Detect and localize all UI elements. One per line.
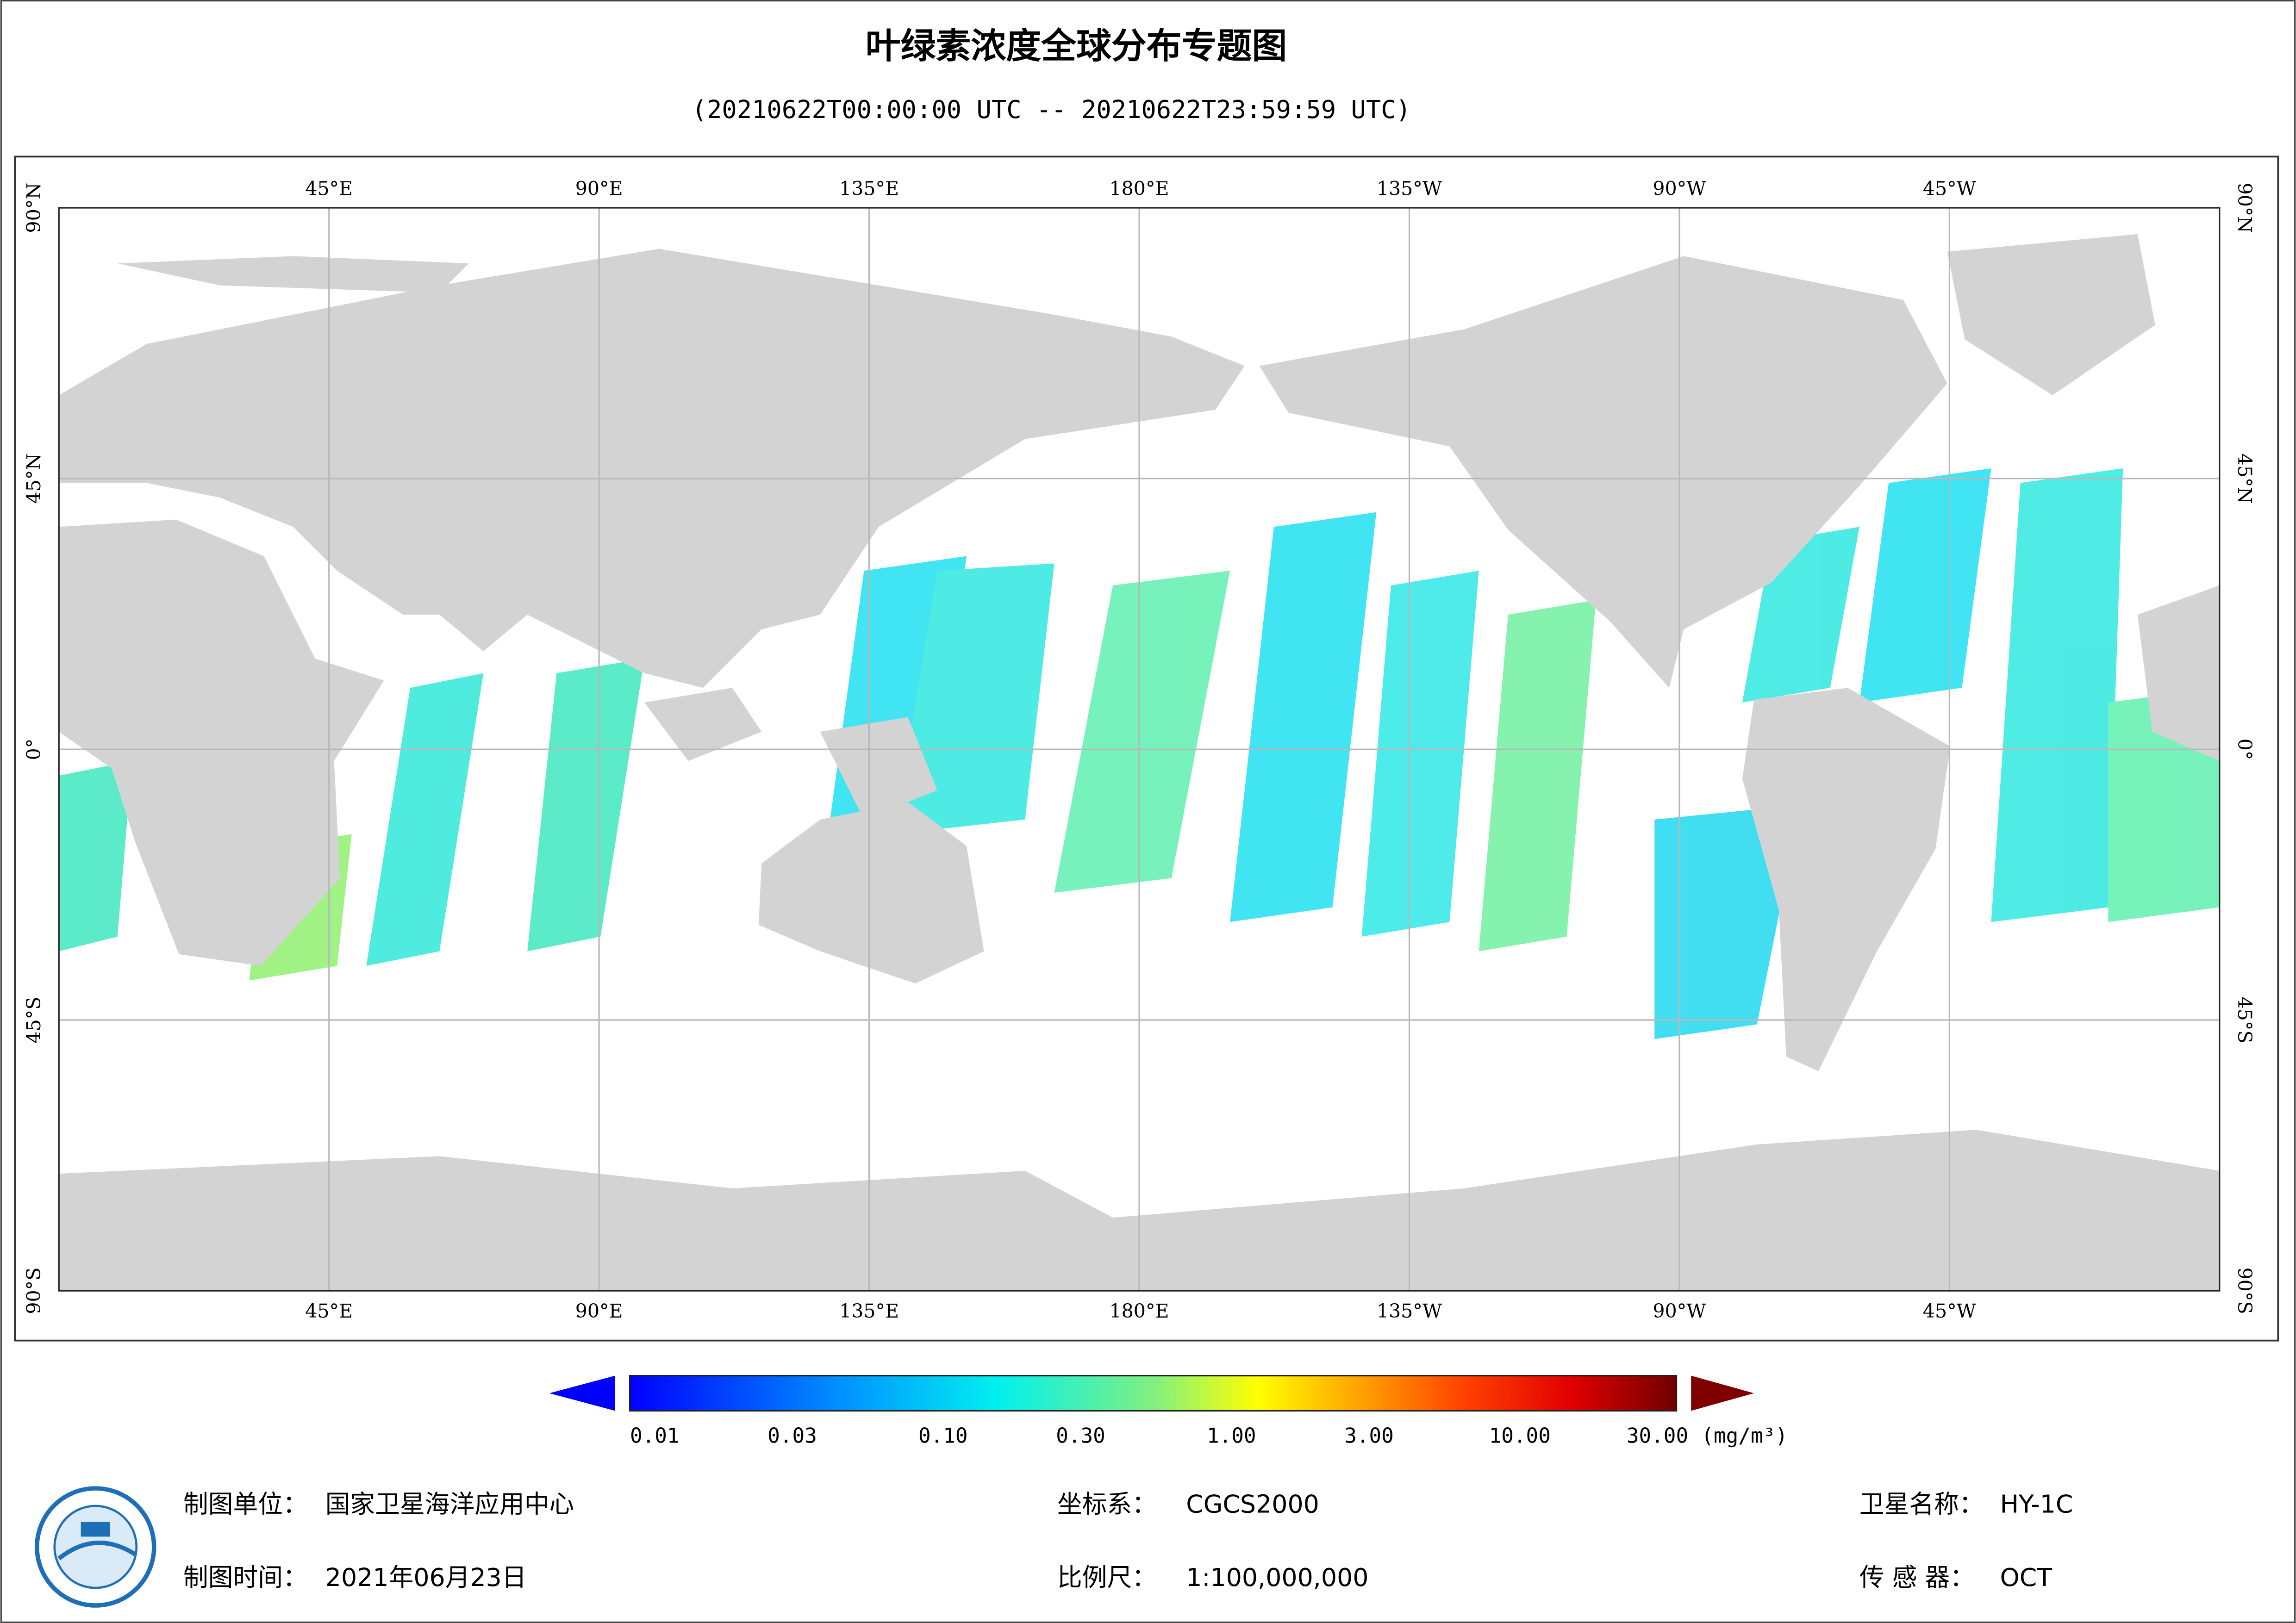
colorbar-low-arrow bbox=[549, 1375, 615, 1411]
lat-label-left: 45°N bbox=[23, 454, 45, 504]
subtitle: (20210622T00:00:00 UTC -- 20210622T23:59… bbox=[692, 95, 1411, 124]
footer-label: 比例尺： bbox=[1057, 1563, 1157, 1592]
footer-label: 卫星名称： bbox=[1859, 1490, 1984, 1519]
lat-label-right: 45°S bbox=[2234, 997, 2256, 1044]
lon-label-top: 135°E bbox=[839, 178, 899, 200]
colorbar-tick-label: 0.03 bbox=[767, 1424, 817, 1448]
footer-value: 1:100,000,000 bbox=[1186, 1563, 1368, 1592]
lat-label-right: 0° bbox=[2234, 739, 2256, 760]
logo bbox=[35, 1486, 156, 1608]
lon-label-bottom: 180°E bbox=[1110, 1300, 1169, 1322]
footer-value: OCT bbox=[2000, 1563, 2052, 1592]
footer-value: HY-1C bbox=[2000, 1490, 2073, 1519]
lon-label-bottom: 135°W bbox=[1377, 1300, 1442, 1322]
footer-value: CGCS2000 bbox=[1186, 1490, 1319, 1519]
colorbar-tick-label: 1.00 bbox=[1207, 1424, 1256, 1448]
map-frame bbox=[58, 207, 2221, 1292]
lon-label-top: 135°W bbox=[1377, 178, 1442, 200]
colorbar-tick-label: 3.00 bbox=[1344, 1424, 1394, 1448]
colorbar bbox=[549, 1374, 1754, 1412]
colorbar-tick-label: 0.01 bbox=[630, 1424, 680, 1448]
colorbar-bar bbox=[629, 1374, 1678, 1412]
lon-label-bottom: 45°E bbox=[305, 1300, 353, 1322]
lon-label-top: 90°W bbox=[1653, 178, 1706, 200]
lat-label-left: 45°S bbox=[23, 997, 45, 1044]
colorbar-tick-label: 30.00 bbox=[1627, 1424, 1688, 1448]
graticule: 45°E 45°E 90°E 90°E 135°E 135°E 180°E 180°E 135°… bbox=[23, 178, 2256, 1322]
lat-label-right: 90°S bbox=[2234, 1268, 2256, 1314]
footer-label: 传 感 器： bbox=[1859, 1563, 1975, 1592]
lon-label-top: 180°E bbox=[1110, 178, 1169, 200]
colorbar-tick-label: 0.10 bbox=[918, 1424, 968, 1448]
lat-label-right: 90°N bbox=[2234, 183, 2256, 233]
lat-label-left: 90°N bbox=[23, 183, 45, 233]
footer-value: 国家卫星海洋应用中心 bbox=[325, 1490, 574, 1519]
footer-label: 制图时间： bbox=[183, 1563, 308, 1592]
lon-label-top: 90°E bbox=[575, 178, 623, 200]
colorbar-unit: (mg/m³) bbox=[1701, 1424, 1788, 1448]
lon-label-bottom: 135°E bbox=[839, 1300, 899, 1322]
map bbox=[59, 234, 2220, 1291]
colorbar-tick-label: 0.30 bbox=[1056, 1424, 1105, 1448]
lon-label-bottom: 90°W bbox=[1653, 1300, 1706, 1322]
colorbar-tick-label: 10.00 bbox=[1489, 1424, 1551, 1448]
footer-label: 坐标系： bbox=[1057, 1490, 1157, 1519]
colorbar-high-arrow bbox=[1691, 1375, 1754, 1411]
lon-label-bottom: 90°E bbox=[575, 1300, 623, 1322]
map-frame-outer bbox=[14, 155, 2279, 1342]
lon-label-bottom: 45°W bbox=[1923, 1300, 1977, 1322]
footer-label: 制图单位： bbox=[183, 1490, 308, 1519]
lat-label-right: 45°N bbox=[2234, 454, 2256, 504]
ocean-swaths bbox=[59, 468, 2220, 1039]
footer-value: 2021年06月23日 bbox=[325, 1563, 527, 1592]
lon-label-top: 45°W bbox=[1923, 178, 1977, 200]
lat-label-left: 90°S bbox=[23, 1268, 45, 1314]
title: 叶绿素浓度全球分布专题图 bbox=[866, 25, 1287, 66]
lon-label-top: 45°E bbox=[305, 178, 353, 200]
lat-label-left: 0° bbox=[23, 739, 45, 760]
